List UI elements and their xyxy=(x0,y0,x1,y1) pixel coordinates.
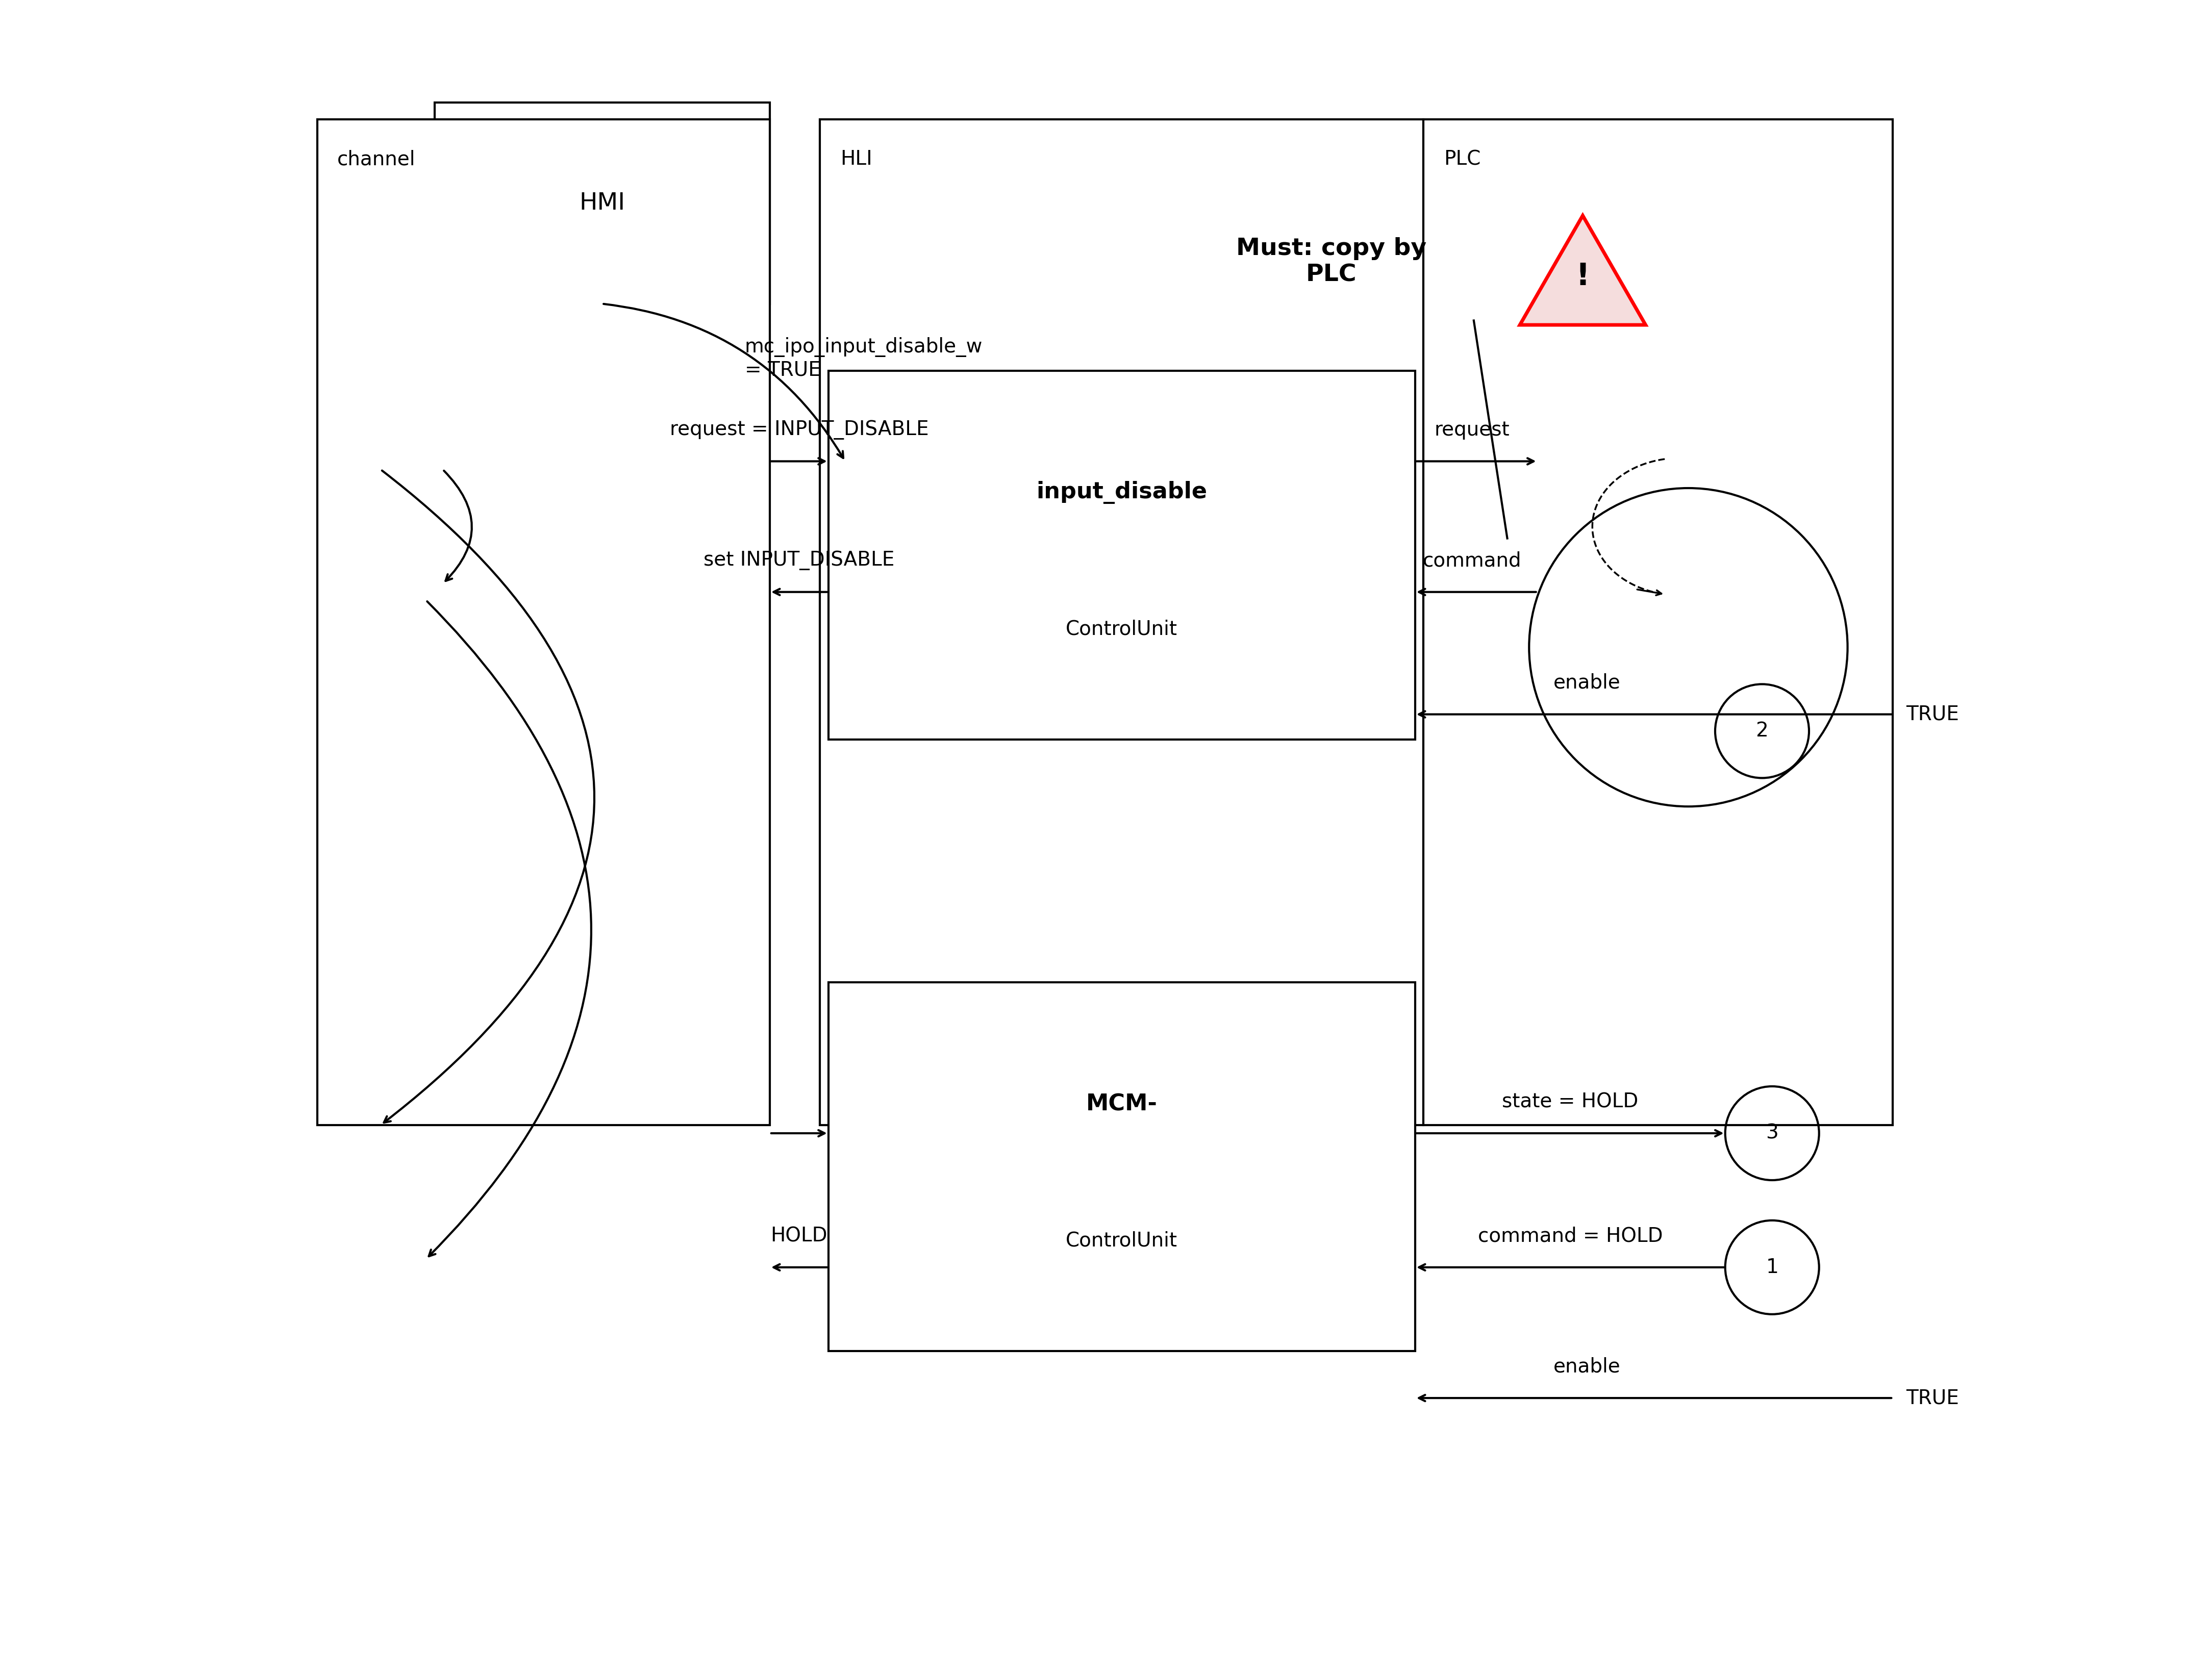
Text: Must: copy by
PLC: Must: copy by PLC xyxy=(1235,237,1425,287)
Text: MCM-: MCM- xyxy=(1085,1094,1158,1116)
Text: request: request xyxy=(1434,420,1509,440)
FancyBboxPatch shape xyxy=(829,371,1414,739)
FancyBboxPatch shape xyxy=(820,119,1423,1126)
FancyBboxPatch shape xyxy=(1423,119,1892,1126)
Text: !: ! xyxy=(1576,262,1589,292)
Text: request = INPUT_DISABLE: request = INPUT_DISABLE xyxy=(670,420,928,440)
Text: command = HOLD: command = HOLD xyxy=(1478,1226,1662,1245)
Text: input_disable: input_disable xyxy=(1036,480,1207,504)
Polygon shape xyxy=(1520,215,1646,324)
Text: 2: 2 xyxy=(1755,721,1768,741)
Text: HOLD: HOLD xyxy=(771,1226,827,1245)
Text: enable: enable xyxy=(1554,674,1620,692)
Text: HMI: HMI xyxy=(579,192,625,215)
Text: enable: enable xyxy=(1554,1357,1620,1376)
Text: ControlUnit: ControlUnit xyxy=(1065,620,1178,638)
FancyBboxPatch shape xyxy=(435,102,769,304)
Text: ControlUnit: ControlUnit xyxy=(1065,1231,1178,1250)
Text: 1: 1 xyxy=(1766,1258,1779,1277)
Text: mc_ipo_input_disable_w
= TRUE: mc_ipo_input_disable_w = TRUE xyxy=(745,338,983,380)
Text: HLI: HLI xyxy=(840,150,873,170)
Text: set INPUT_DISABLE: set INPUT_DISABLE xyxy=(703,551,895,570)
Text: 3: 3 xyxy=(1766,1124,1779,1142)
Text: command: command xyxy=(1423,551,1520,570)
Text: PLC: PLC xyxy=(1443,150,1481,170)
FancyBboxPatch shape xyxy=(318,119,769,1126)
FancyBboxPatch shape xyxy=(829,983,1414,1351)
Text: TRUE: TRUE xyxy=(1907,704,1960,724)
Text: state = HOLD: state = HOLD xyxy=(1503,1092,1638,1112)
Text: channel: channel xyxy=(338,150,415,170)
Text: TRUE: TRUE xyxy=(1907,1388,1960,1408)
